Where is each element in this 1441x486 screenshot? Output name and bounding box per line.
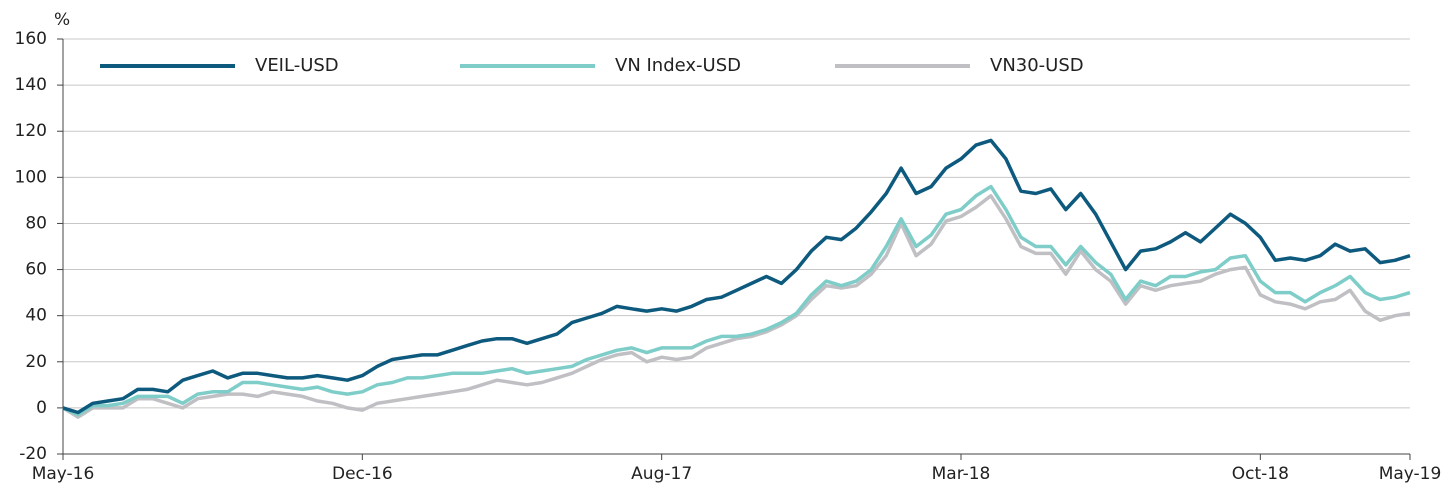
x-tick-label: May-19 [1379,464,1441,484]
x-tick-label: Aug-17 [631,464,692,484]
legend-label: VN30-USD [990,55,1084,76]
y-tick-label: 140 [15,75,47,95]
series-line [62,184,1411,417]
x-tick-label: Dec-16 [332,464,393,484]
y-tick-label: -20 [19,444,47,464]
legend-label: VEIL-USD [255,55,339,76]
y-tick-label: 120 [15,121,47,141]
y-tick-label: 160 [15,29,47,49]
legend-label: VN Index-USD [615,55,741,76]
y-tick-label: 20 [25,352,47,372]
x-tick-label: Oct-18 [1232,464,1289,484]
x-tick-label: Mar-18 [932,464,991,484]
y-tick-label: 80 [25,213,47,233]
series-line [62,194,1411,419]
y-tick-label: 100 [15,167,47,187]
y-tick-label: 0 [36,398,47,418]
y-axis-label: % [54,10,70,30]
x-tick-label: May-16 [32,464,95,484]
y-tick-label: 60 [25,260,47,280]
series-line [62,138,1411,415]
y-tick-label: 40 [25,306,47,326]
